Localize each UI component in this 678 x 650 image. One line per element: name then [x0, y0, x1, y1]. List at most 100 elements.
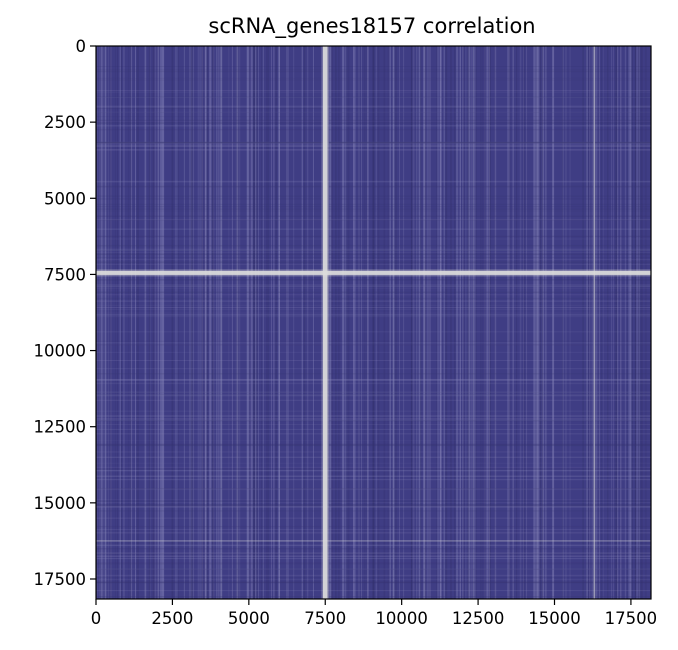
texture-stripe: [346, 46, 348, 599]
texture-stripe: [96, 251, 651, 254]
y-axis: 0 2500 5000 7500 10000 12500 15000 17500: [34, 37, 96, 589]
texture-stripe: [96, 259, 651, 260]
texture-stripe: [367, 46, 369, 599]
texture-stripe: [436, 46, 437, 599]
texture-stripe: [96, 141, 651, 143]
texture-stripe: [96, 552, 651, 554]
texture-stripe: [410, 46, 413, 599]
texture-stripe: [96, 228, 651, 230]
texture-stripe: [96, 145, 651, 147]
texture-stripe: [473, 46, 475, 599]
texture-stripe: [508, 46, 510, 599]
texture-stripe: [115, 46, 116, 599]
texture-stripe: [220, 46, 223, 599]
texture-stripe: [96, 185, 651, 188]
texture-stripe: [217, 46, 220, 599]
texture-stripe: [110, 46, 112, 599]
texture-stripe: [601, 46, 602, 599]
texture-stripe: [523, 46, 525, 599]
texture-stripe: [96, 253, 651, 255]
texture-stripe: [96, 456, 651, 458]
texture-stripe: [96, 344, 651, 346]
texture-stripe: [216, 46, 218, 599]
texture-stripe: [471, 46, 473, 599]
texture-stripe: [96, 574, 651, 577]
texture-stripe: [612, 46, 614, 599]
texture-stripe: [399, 46, 400, 599]
texture-stripe: [472, 46, 475, 599]
texture-stripe: [545, 46, 547, 599]
texture-stripe: [96, 120, 651, 122]
texture-stripe: [96, 90, 651, 92]
texture-stripe: [96, 500, 651, 502]
texture-stripe: [96, 581, 651, 583]
texture-stripe: [341, 46, 344, 599]
y-tick-label: 17500: [34, 570, 87, 589]
texture-stripe: [474, 46, 476, 599]
texture-stripe: [594, 46, 597, 599]
texture-stripe: [553, 46, 555, 599]
texture-stripe: [96, 107, 651, 109]
texture-stripe: [258, 46, 259, 599]
texture-stripe: [278, 46, 280, 599]
bright-band-horizontal: [96, 540, 651, 542]
texture-stripe: [110, 46, 112, 599]
texture-stripe: [128, 46, 129, 599]
bright-band-vertical: [321, 46, 330, 599]
texture-stripe: [96, 579, 651, 580]
y-tick-label: 12500: [34, 418, 87, 437]
texture-stripe: [96, 502, 651, 503]
texture-stripe: [337, 46, 340, 599]
texture-stripe: [586, 46, 588, 599]
texture-stripe: [638, 46, 640, 599]
texture-stripe: [96, 314, 651, 316]
texture-stripe: [206, 46, 209, 599]
texture-stripe: [255, 46, 258, 599]
texture-stripe: [328, 46, 331, 599]
texture-stripe: [252, 46, 255, 599]
texture-stripe: [329, 46, 332, 599]
texture-stripe: [96, 525, 651, 528]
texture-stripe: [393, 46, 395, 599]
texture-stripe: [96, 141, 651, 143]
texture-stripe: [358, 46, 360, 599]
texture-stripe: [96, 92, 651, 93]
texture-stripe: [278, 46, 281, 599]
texture-stripe: [228, 46, 230, 599]
y-tick-label: 10000: [34, 342, 87, 361]
texture-stripe: [96, 198, 651, 200]
texture-stripe: [96, 420, 651, 422]
texture-stripe: [203, 46, 206, 599]
texture-stripe: [171, 46, 174, 599]
texture-stripe: [270, 46, 272, 599]
texture-stripe: [96, 553, 651, 555]
texture-stripe: [387, 46, 389, 599]
texture-stripe: [96, 203, 651, 206]
texture-stripe: [96, 563, 651, 565]
texture-stripe: [148, 46, 150, 599]
texture-stripe: [191, 46, 193, 599]
texture-stripe: [96, 105, 651, 107]
texture-stripe: [96, 417, 651, 420]
x-tick-label: 17500: [605, 609, 658, 628]
texture-stripe: [96, 219, 651, 221]
texture-stripe: [191, 46, 193, 599]
texture-stripe: [96, 142, 651, 144]
texture-stripe: [96, 382, 651, 385]
texture-stripe: [539, 46, 541, 599]
texture-stripe: [481, 46, 483, 599]
texture-stripe: [96, 125, 651, 127]
texture-stripe: [178, 46, 179, 599]
texture-stripe: [367, 46, 369, 599]
texture-stripe: [96, 444, 651, 447]
texture-stripe: [239, 46, 241, 599]
chart-title: scRNA_genes18157 correlation: [208, 14, 535, 39]
texture-stripe: [96, 590, 651, 592]
texture-stripe: [96, 112, 651, 113]
texture-stripe: [480, 46, 482, 599]
texture-stripe: [220, 46, 223, 599]
texture-stripe: [96, 439, 651, 441]
texture-stripe: [96, 235, 651, 238]
texture-stripe: [96, 499, 651, 501]
texture-stripe: [121, 46, 122, 599]
